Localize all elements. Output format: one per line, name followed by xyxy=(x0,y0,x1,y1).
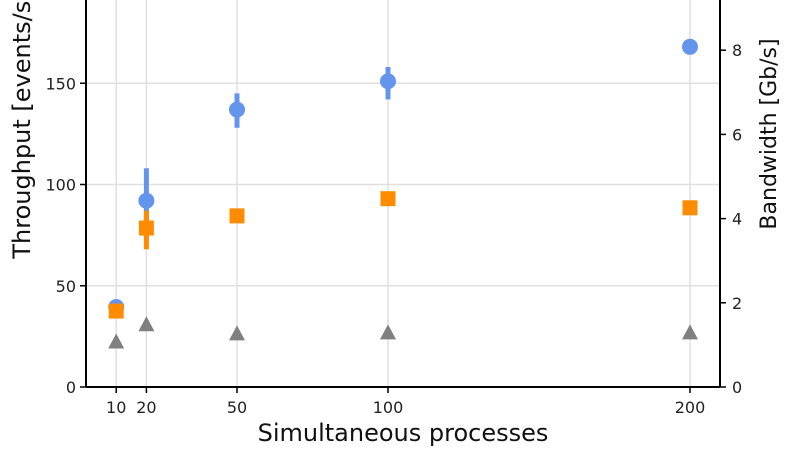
x-tick-label: 200 xyxy=(675,398,706,417)
triangle-marker xyxy=(108,333,125,349)
y2-tick-label: 8 xyxy=(732,41,742,60)
y-tick-label: 50 xyxy=(56,277,76,296)
series-square xyxy=(108,191,698,319)
square-marker xyxy=(108,303,124,319)
square-marker xyxy=(138,220,154,236)
circle-marker xyxy=(682,38,698,55)
triangle-marker xyxy=(138,316,155,332)
grid-lines xyxy=(86,0,720,387)
circle-marker xyxy=(380,73,396,90)
x-axis-title: Simultaneous processes xyxy=(258,419,549,447)
square-marker xyxy=(380,191,396,207)
axes xyxy=(85,0,721,388)
circle-marker xyxy=(138,192,155,209)
x-tick-label: 50 xyxy=(227,398,247,417)
x-tick-label: 10 xyxy=(106,398,126,417)
y-axis-ticks: 0 50 100 150 xyxy=(45,74,86,397)
y2-tick-label: 2 xyxy=(732,294,742,313)
data-series xyxy=(108,38,698,349)
y2-axis-ticks: 0 2 4 6 8 xyxy=(720,41,742,397)
y2-tick-label: 4 xyxy=(732,210,742,229)
y2-axis-title: Bandwidth [Gb/s] xyxy=(757,38,782,229)
series-circle xyxy=(108,38,698,316)
y-tick-label: 150 xyxy=(45,74,76,93)
x-tick-label: 100 xyxy=(373,398,404,417)
circle-marker xyxy=(229,101,245,118)
triangle-marker xyxy=(380,324,396,340)
square-marker xyxy=(682,200,698,216)
series-triangle xyxy=(108,316,698,349)
y2-tick-label: 0 xyxy=(732,378,742,397)
y-tick-label: 0 xyxy=(66,378,76,397)
y-tick-label: 100 xyxy=(45,176,76,195)
x-tick-label: 20 xyxy=(136,398,156,417)
x-axis-ticks: 10 20 50 100 200 xyxy=(106,387,705,417)
square-marker xyxy=(229,208,245,224)
triangle-marker xyxy=(229,325,245,341)
y2-tick-label: 6 xyxy=(732,125,742,144)
triangle-marker xyxy=(682,324,698,340)
y-axis-title: Throughput [events/s] xyxy=(8,0,36,260)
